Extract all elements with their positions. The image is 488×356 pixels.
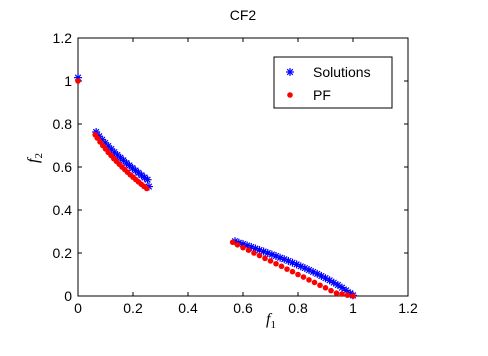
legend-marker-solutions (286, 68, 294, 76)
pf-point (300, 274, 307, 280)
solutions-point (325, 276, 334, 285)
x-axis-label: f1 (266, 311, 276, 331)
pf-point (344, 292, 351, 298)
pf-point (251, 250, 257, 256)
pf-point (143, 185, 150, 192)
pf-point (339, 291, 345, 297)
pf-point (295, 271, 301, 278)
x-tick-label: 1 (349, 300, 357, 316)
y-tick-label: 1.2 (53, 30, 73, 46)
pf-point (256, 252, 263, 259)
pf-point (229, 239, 236, 246)
pf-point (267, 258, 274, 264)
solutions-point (333, 281, 342, 290)
y-tick-label: 0.2 (53, 245, 73, 261)
pf-point (328, 287, 334, 294)
pf-point (94, 135, 101, 141)
pf-point (262, 255, 268, 262)
pf-point (311, 279, 318, 286)
pf-point (350, 293, 356, 299)
legend-label-solutions: Solutions (313, 64, 371, 80)
pf-point (333, 290, 340, 297)
y-tick-label: 0 (64, 288, 72, 304)
pf-point (278, 263, 285, 270)
legend-dot-marker (287, 92, 293, 98)
pf-point (245, 247, 252, 254)
pf-point (273, 260, 279, 267)
pf-point (322, 285, 329, 291)
y-axis-label: f2 (25, 153, 45, 163)
pf-point (234, 242, 241, 248)
pf-point (75, 78, 81, 84)
data-marks (74, 73, 357, 300)
y-tick-label: 0.4 (53, 202, 73, 218)
y-tick-label: 0.6 (53, 159, 73, 175)
pf-point (306, 277, 312, 283)
solutions-point (338, 283, 346, 292)
solutions-point (305, 265, 313, 274)
legend-label-pf: PF (313, 87, 331, 103)
pf-point (284, 266, 290, 272)
x-tick-label: 0.4 (178, 300, 198, 316)
legend-marker-pf (287, 92, 293, 98)
legend-box (273, 56, 393, 109)
x-axis-tick-labels: 0 0.2 0.4 0.6 0.8 1 1.2 (74, 300, 418, 316)
y-tick-label: 1 (64, 73, 72, 89)
legend: Solutions PF (273, 56, 393, 109)
x-tick-label: 0.8 (288, 300, 308, 316)
pf-point (240, 244, 246, 251)
x-tick-label: 0.2 (123, 300, 143, 316)
pf-point (289, 268, 296, 275)
legend-asterisk-marker (286, 68, 294, 76)
x-tick-label: 0.6 (233, 300, 253, 316)
series-pf (75, 78, 356, 299)
pf-point (317, 282, 323, 289)
y-tick-label: 0.8 (53, 116, 73, 132)
chart-title: CF2 (230, 7, 257, 23)
x-tick-label: 0 (74, 300, 82, 316)
x-tick-label: 1.2 (398, 300, 418, 316)
solutions-point (143, 175, 152, 184)
y-axis-tick-labels: 0 0.2 0.4 0.6 0.8 1 1.2 (53, 30, 73, 304)
